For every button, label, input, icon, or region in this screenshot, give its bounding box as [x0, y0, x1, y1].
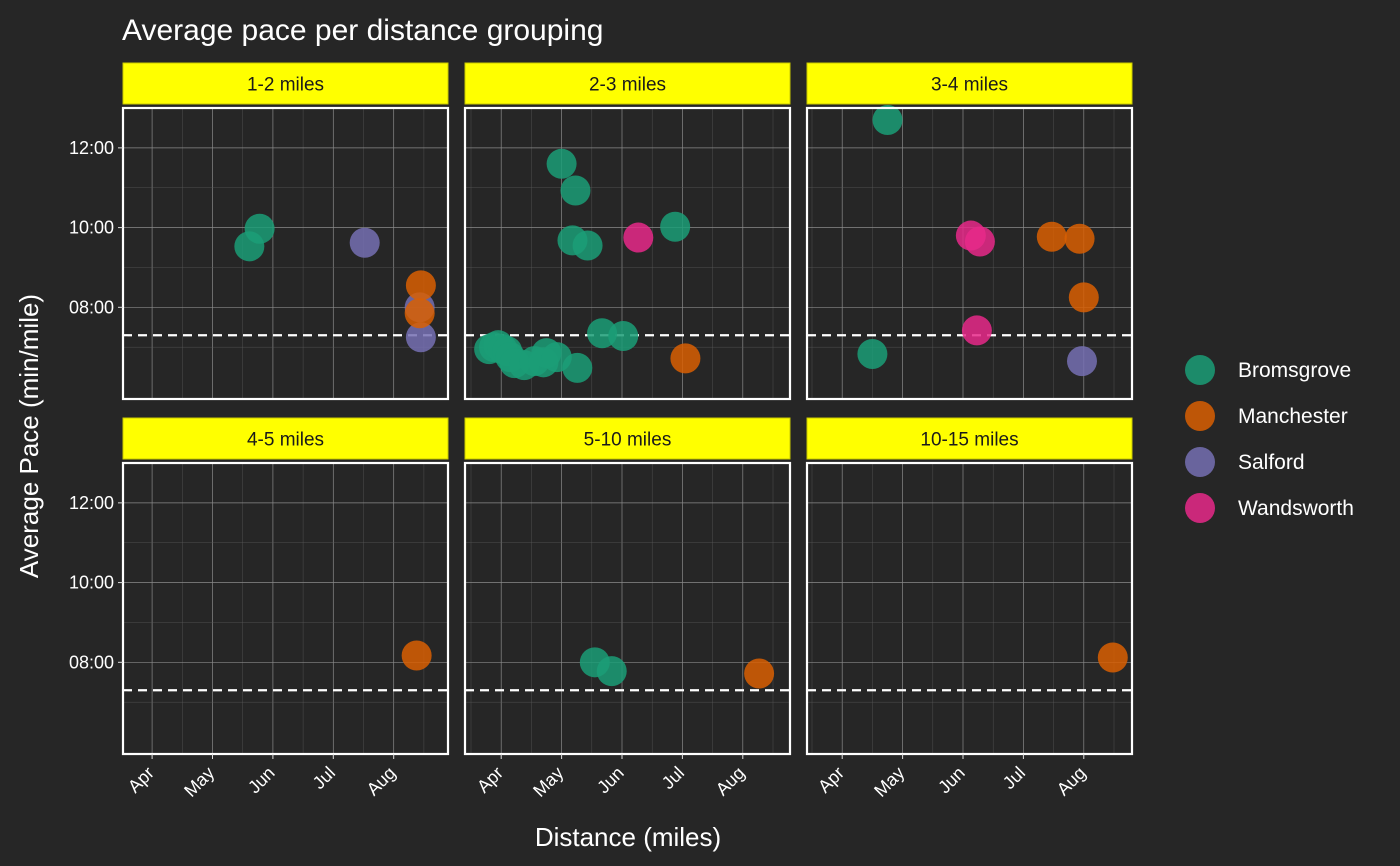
data-point: [560, 175, 591, 206]
data-point: [608, 321, 639, 352]
legend-marker: [1185, 401, 1215, 431]
facet-panel: 2-3 miles: [463, 62, 792, 401]
y-tick-label: 10:00: [69, 573, 114, 593]
data-point: [546, 148, 577, 179]
data-point: [244, 213, 275, 244]
facet-panels: 1-2 miles 08:00 10:00 12:00 2-3 miles 3-4 mil…: [69, 62, 1134, 801]
data-point: [744, 658, 775, 689]
data-point: [1064, 223, 1095, 254]
data-point: [562, 352, 593, 383]
data-point: [670, 343, 701, 374]
facet-strip-label: 10-15 miles: [920, 430, 1018, 451]
data-point: [596, 656, 627, 687]
legend: Bromsgrove Manchester Salford Wandsworth: [1185, 355, 1354, 523]
facet-strip: [806, 62, 1133, 105]
data-point: [572, 230, 603, 261]
facet-strip-label: 3-4 miles: [931, 75, 1008, 96]
facet-strip: [464, 62, 791, 105]
data-point: [872, 104, 903, 135]
legend-marker: [1185, 447, 1215, 477]
panel-border: [121, 106, 450, 401]
y-tick-label: 12:00: [69, 138, 114, 158]
legend-marker: [1185, 493, 1215, 523]
data-point: [1068, 282, 1099, 313]
data-point: [1066, 346, 1097, 377]
y-tick-label: 12:00: [69, 493, 114, 513]
x-axis-label: Distance (miles): [535, 822, 721, 852]
data-point: [623, 222, 654, 253]
facet-strip: [122, 417, 449, 460]
panel-border: [805, 461, 1134, 756]
facet-strip-label: 5-10 miles: [584, 430, 672, 451]
data-point: [660, 211, 691, 242]
data-point: [961, 315, 992, 346]
legend-label: Manchester: [1238, 405, 1348, 428]
panel-background: [465, 463, 790, 754]
facet-strip: [122, 62, 449, 105]
data-point: [857, 338, 888, 369]
data-point: [404, 298, 435, 329]
panel-border: [121, 461, 450, 756]
y-axis-label: Average Pace (min/mile): [14, 294, 44, 578]
panel-border: [463, 461, 792, 756]
data-point: [405, 322, 436, 353]
facet-panel: 3-4 miles: [805, 62, 1134, 401]
legend-label: Wandsworth: [1238, 497, 1354, 520]
facet-panel: 1-2 miles 08:00 10:00 12:00: [69, 62, 450, 401]
facet-strip-label: 4-5 miles: [247, 430, 324, 451]
panel-border: [463, 106, 792, 401]
panel-background: [807, 463, 1132, 754]
legend-marker: [1185, 355, 1215, 385]
data-point: [405, 270, 436, 301]
y-tick-label: 08:00: [69, 297, 114, 317]
facet-strip-label: 2-3 miles: [589, 75, 666, 96]
panel-background: [123, 108, 448, 399]
data-point: [964, 226, 995, 257]
legend-label: Bromsgrove: [1238, 359, 1351, 382]
data-point: [349, 227, 380, 258]
y-tick-label: 10:00: [69, 218, 114, 238]
facet-strip: [464, 417, 791, 460]
chart-title: Average pace per distance grouping: [122, 14, 603, 47]
panel-background: [123, 463, 448, 754]
data-point: [401, 640, 432, 671]
facet-strip: [806, 417, 1133, 460]
y-tick-label: 08:00: [69, 652, 114, 672]
facet-strip-label: 1-2 miles: [247, 75, 324, 96]
data-point: [1097, 642, 1128, 673]
legend-label: Salford: [1238, 451, 1305, 474]
panel-border: [805, 106, 1134, 401]
data-point: [1036, 221, 1067, 252]
